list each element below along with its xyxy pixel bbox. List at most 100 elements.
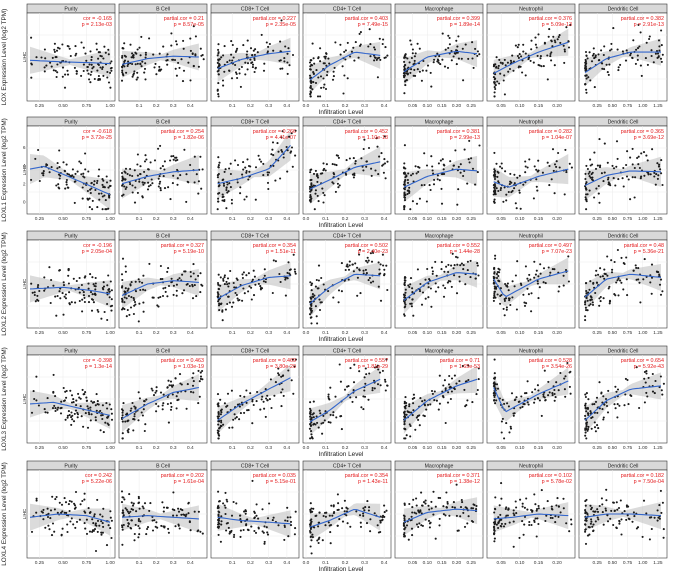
data-point — [366, 256, 369, 259]
data-point — [568, 371, 571, 374]
data-point — [499, 61, 502, 64]
data-point — [584, 509, 587, 512]
data-point — [447, 279, 450, 283]
data-point — [231, 43, 234, 47]
data-point — [646, 63, 649, 66]
data-point — [36, 286, 39, 289]
data-point — [497, 521, 500, 524]
data-point — [194, 54, 197, 57]
data-point — [102, 281, 105, 284]
data-point — [324, 87, 328, 91]
data-point — [218, 161, 221, 164]
data-point — [356, 276, 359, 279]
data-point — [537, 275, 540, 278]
data-point — [615, 527, 618, 530]
data-point — [137, 391, 140, 394]
data-point — [312, 57, 315, 60]
data-point — [588, 175, 591, 178]
data-point — [377, 285, 380, 288]
data-point — [642, 151, 646, 154]
data-point — [340, 428, 343, 431]
data-point — [527, 56, 531, 59]
data-point — [531, 510, 534, 513]
data-point — [60, 534, 63, 537]
data-point — [229, 186, 232, 189]
data-point — [87, 407, 90, 410]
data-point — [167, 527, 170, 530]
x-tick-label: 0.15 — [534, 216, 544, 222]
data-point — [584, 187, 587, 190]
data-point — [254, 166, 258, 169]
x-tick-label: 0.1 — [322, 103, 329, 109]
data-point — [455, 39, 458, 42]
data-point — [403, 144, 406, 147]
data-point — [166, 53, 169, 56]
data-point — [317, 287, 320, 290]
data-point — [410, 527, 414, 530]
data-point — [120, 79, 124, 82]
data-point — [187, 512, 190, 515]
data-point — [127, 294, 130, 298]
confidence-band — [403, 497, 478, 536]
data-point — [218, 302, 221, 305]
data-point — [542, 281, 545, 284]
data-point — [492, 193, 495, 196]
data-point — [643, 377, 646, 380]
data-point — [524, 265, 527, 268]
data-point — [543, 369, 546, 372]
facet-title: Neutrophil — [519, 234, 543, 240]
data-point — [464, 506, 467, 509]
data-point — [346, 77, 349, 80]
data-point — [324, 410, 327, 413]
data-point — [253, 53, 256, 56]
x-tick-label: 0.1 — [229, 560, 236, 566]
data-point — [260, 33, 263, 36]
data-point — [371, 250, 374, 253]
data-point — [466, 399, 469, 402]
data-point — [429, 403, 432, 406]
data-point — [412, 393, 415, 396]
data-point — [125, 186, 128, 189]
data-point — [509, 425, 512, 428]
data-point — [378, 155, 381, 158]
data-point — [383, 378, 387, 381]
data-point — [266, 531, 269, 534]
data-point — [84, 391, 87, 394]
data-point — [284, 294, 287, 297]
trend-line — [309, 273, 381, 305]
data-point — [90, 298, 94, 301]
data-point — [217, 73, 220, 76]
data-point — [68, 47, 71, 50]
data-point — [335, 154, 338, 157]
data-point — [69, 54, 72, 58]
data-point — [282, 394, 285, 397]
data-point — [124, 507, 127, 510]
data-point — [244, 73, 247, 76]
data-point — [360, 406, 363, 409]
data-point — [178, 66, 181, 69]
data-point — [418, 290, 422, 293]
data-point — [233, 533, 236, 536]
data-point — [556, 497, 559, 500]
data-point — [341, 507, 344, 510]
facet-title: Purity — [64, 7, 78, 13]
data-point — [615, 390, 618, 393]
facet-title: Dendritic Cell — [608, 464, 639, 470]
data-point — [523, 403, 526, 406]
data-point — [362, 408, 365, 411]
data-point — [251, 479, 254, 482]
data-point — [404, 291, 407, 294]
data-point — [171, 182, 174, 185]
data-point — [243, 292, 246, 295]
data-point — [316, 194, 319, 197]
facet-title: B Cell — [156, 7, 170, 13]
data-point — [98, 168, 101, 171]
data-point — [450, 49, 453, 53]
data-point — [661, 183, 664, 187]
data-point — [403, 187, 406, 190]
data-point — [124, 265, 127, 268]
data-point — [645, 391, 648, 394]
data-point — [609, 517, 612, 520]
data-point — [502, 79, 505, 82]
